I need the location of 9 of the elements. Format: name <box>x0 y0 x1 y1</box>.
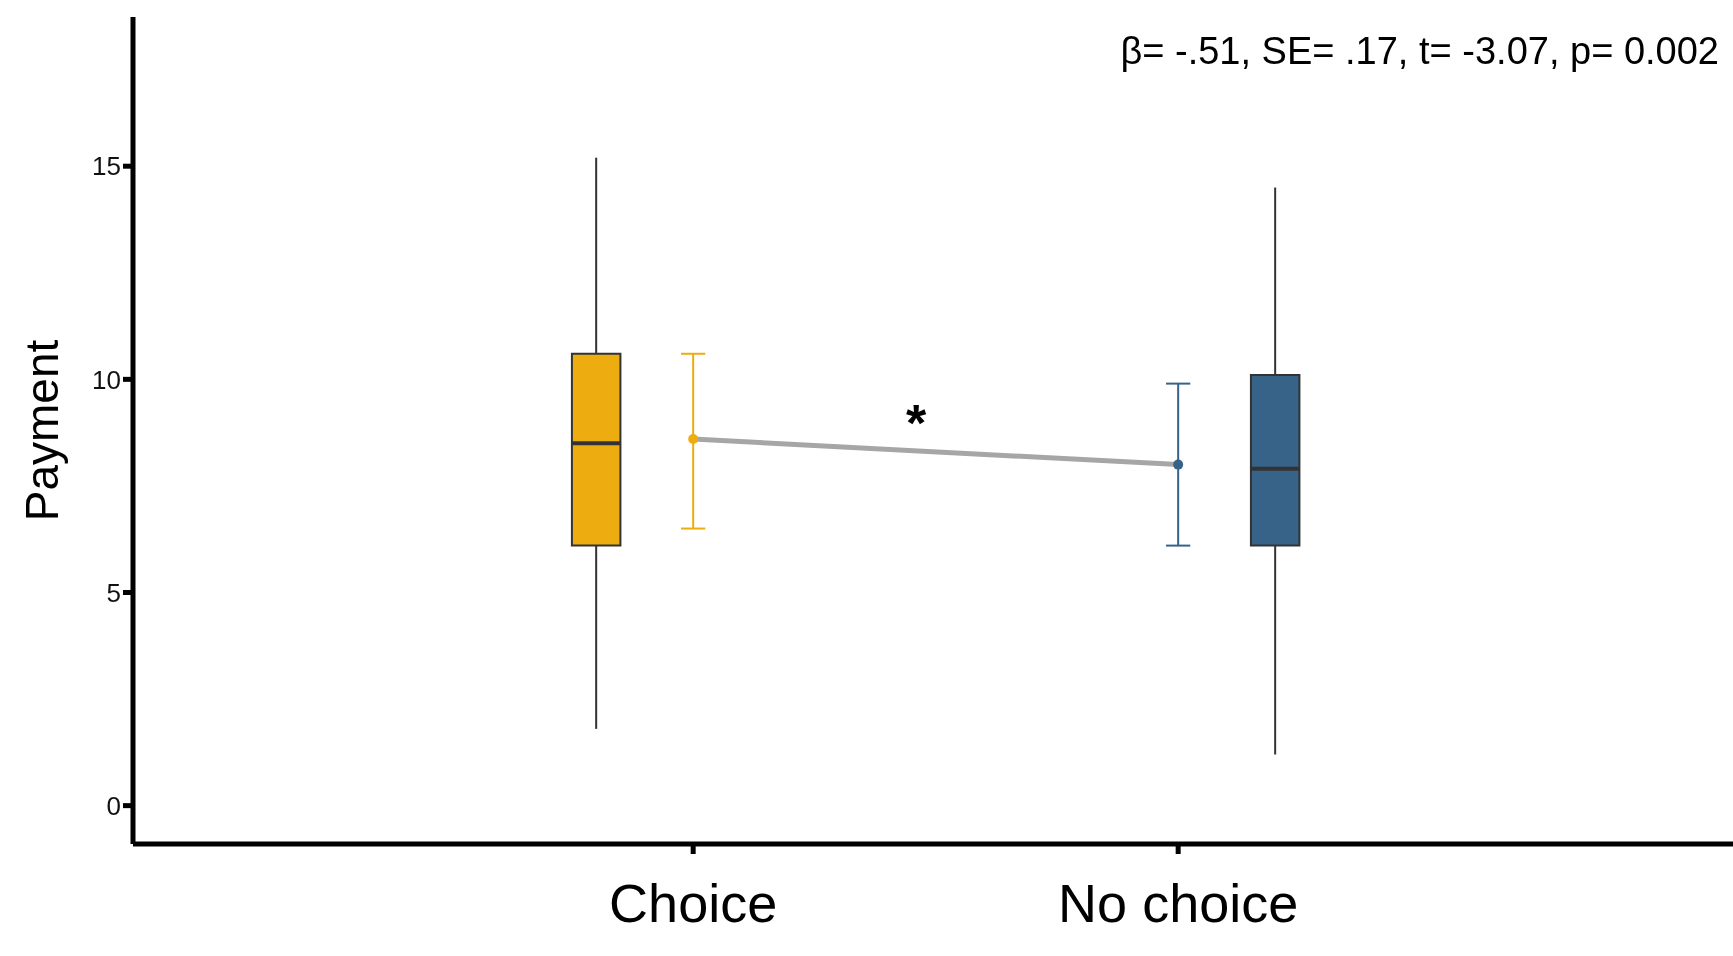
annotation: * <box>906 393 927 453</box>
y-tick-label: 15 <box>92 151 121 182</box>
x-tick-label: Choice <box>609 873 778 934</box>
annotation: β= -.51, SE= .17, t= -3.07, p= 0.002 <box>1120 30 1719 73</box>
y-tick-label: 10 <box>92 364 121 395</box>
y-tick-label: 0 <box>106 790 121 821</box>
y-axis-title: Payment <box>16 339 69 522</box>
x-tick-label: No choice <box>1058 873 1299 934</box>
y-tick-label: 5 <box>106 577 121 608</box>
